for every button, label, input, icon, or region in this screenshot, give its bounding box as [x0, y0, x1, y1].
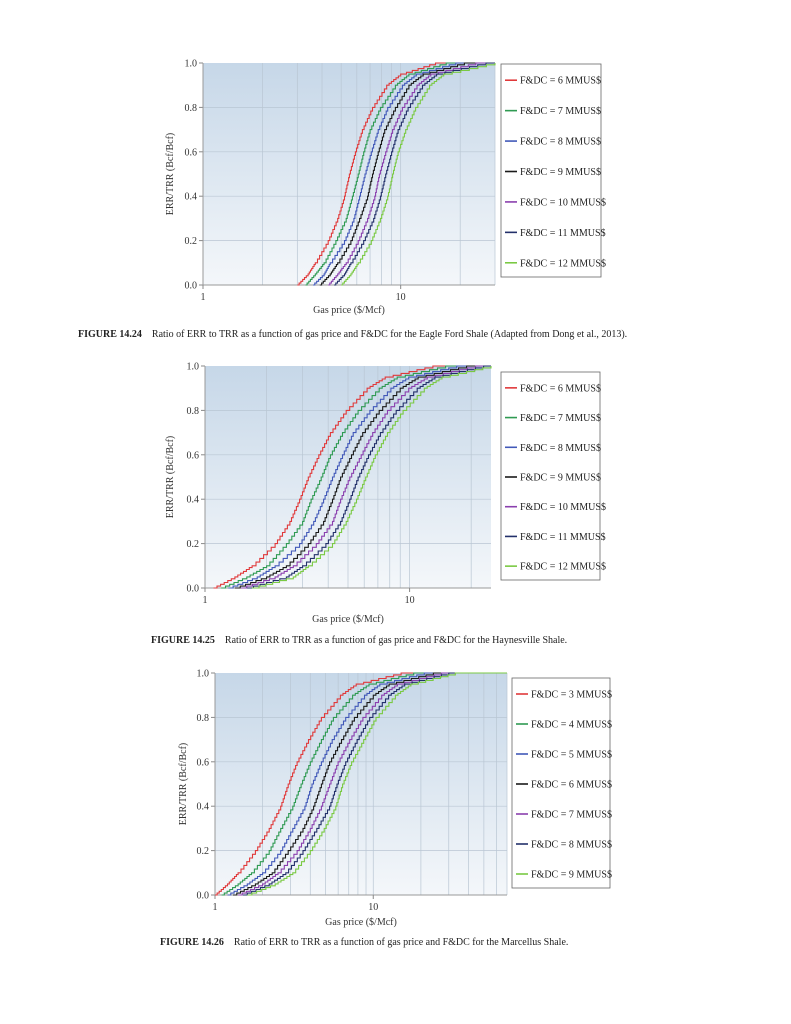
legend-label: F&DC = 6 MMUS$ [531, 780, 612, 791]
legend-box [511, 677, 611, 889]
series-line-3 [319, 62, 495, 286]
series-line-4 [328, 62, 495, 286]
y-tick-label: 1.0 [197, 669, 210, 680]
chart-haynesville: 0.0 0.2 0.4 0.6 0.8 1.0 1 10 Gas price ($/Mcf) ER… [165, 362, 606, 626]
caption-text: Ratio of ERR to TRR as a function of gas… [233, 937, 569, 948]
series-line-3 [234, 365, 491, 589]
series-line-1 [305, 62, 495, 286]
legend-label: F&DC = 11 MMUS$ [520, 228, 606, 239]
legend-label: F&DC = 7 MMUS$ [531, 810, 612, 821]
series-line-6 [341, 63, 496, 286]
y-tick-label: 0.6 [185, 147, 198, 158]
legend-label: F&DC = 7 MMUS$ [520, 106, 601, 117]
y-tick-label: 0.4 [185, 192, 198, 203]
y-tick-label: 0.2 [185, 236, 198, 247]
series-line-0 [213, 365, 491, 589]
y-tick-label: 1.0 [185, 59, 198, 70]
y-tick-label: 0.4 [197, 802, 210, 813]
figure-label: FIGURE 14.25 [151, 635, 215, 646]
series-line-1 [221, 365, 491, 589]
figure-caption-14-24: FIGURE 14.24 Ratio of ERR to TRR as a fun… [78, 329, 627, 340]
x-tick-label: 1 [201, 292, 206, 303]
series-line-6 [247, 672, 507, 896]
legend-box [500, 371, 601, 581]
y-tick-label: 0.0 [197, 891, 210, 902]
legend-label: F&DC = 8 MMUS$ [531, 840, 612, 851]
series-line-5 [334, 62, 495, 286]
legend-label: F&DC = 7 MMUS$ [520, 413, 601, 424]
y-tick-label: 0.4 [187, 495, 200, 506]
y-tick-label: 0.8 [197, 713, 210, 724]
legend-label: F&DC = 6 MMUS$ [520, 76, 601, 87]
x-tick-label: 1 [213, 902, 218, 913]
series-line-4 [238, 672, 507, 896]
x-axis-label: Gas price ($/Mcf) [325, 917, 397, 928]
chart-eagle-ford: 0.0 0.2 0.4 0.6 0.8 1.0 1 10 Gas price ($/Mcf) ER… [165, 59, 606, 317]
series-line-3 [233, 672, 507, 896]
y-tick-label: 0.0 [187, 584, 200, 595]
series-line-5 [246, 365, 491, 589]
y-tick-label: 0.8 [187, 406, 200, 417]
y-tick-label: 1.0 [187, 362, 200, 373]
x-axis-label: Gas price ($/Mcf) [313, 305, 385, 316]
series-line-4 [241, 365, 491, 589]
x-axis-label: Gas price ($/Mcf) [312, 614, 384, 625]
x-tick-label: 1 [203, 595, 208, 606]
figure-caption-14-26: FIGURE 14.26 Ratio of ERR to TRR as a fun… [160, 937, 568, 948]
legend-label: F&DC = 8 MMUS$ [520, 137, 601, 148]
x-tick-label: 10 [368, 902, 378, 913]
plot-area [215, 673, 507, 895]
series-line-2 [313, 62, 495, 286]
y-axis-label: ERR/TRR (Bcf/Bcf) [178, 743, 189, 826]
y-tick-label: 0.2 [197, 846, 210, 857]
figure-label: FIGURE 14.26 [160, 937, 224, 948]
y-tick-label: 0.6 [197, 757, 210, 768]
legend-label: F&DC = 9 MMUS$ [520, 473, 601, 484]
series-line-1 [221, 672, 507, 896]
figure-label: FIGURE 14.24 [78, 329, 142, 340]
y-tick-label: 0.6 [187, 450, 200, 461]
caption-text: Ratio of ERR to TRR as a function of gas… [151, 329, 628, 340]
figure-caption-14-25: FIGURE 14.25 Ratio of ERR to TRR as a fun… [151, 635, 567, 646]
y-axis-label: ERR/TRR (Bcf/Bcf) [165, 133, 176, 216]
series-line-2 [227, 672, 507, 896]
y-tick-label: 0.0 [185, 281, 198, 292]
legend-box [500, 63, 602, 278]
legend-label: F&DC = 6 MMUS$ [520, 383, 601, 394]
legend-label: F&DC = 8 MMUS$ [520, 443, 601, 454]
y-tick-label: 0.2 [187, 539, 200, 550]
caption-text: Ratio of ERR to TRR as a function of gas… [224, 635, 568, 646]
legend-label: F&DC = 12 MMUS$ [520, 562, 606, 573]
chart-marcellus: 0.0 0.2 0.4 0.6 0.8 1.0 1 10 Gas price ($/Mcf) ER… [178, 669, 612, 929]
legend-label: F&DC = 9 MMUS$ [520, 167, 601, 178]
legend-label: F&DC = 11 MMUS$ [520, 532, 606, 543]
legend-label: F&DC = 10 MMUS$ [520, 502, 606, 513]
y-tick-label: 0.8 [185, 103, 198, 114]
series-line-6 [252, 366, 492, 589]
series-line-5 [242, 672, 507, 896]
legend-label: F&DC = 10 MMUS$ [520, 197, 606, 208]
legend-label: F&DC = 9 MMUS$ [531, 870, 612, 881]
legend-label: F&DC = 3 MMUS$ [531, 690, 612, 701]
legend-label: F&DC = 4 MMUS$ [531, 720, 612, 731]
legend-label: F&DC = 5 MMUS$ [531, 750, 612, 761]
legend-label: F&DC = 12 MMUS$ [520, 258, 606, 269]
series-line-0 [215, 672, 507, 896]
series-line-2 [228, 365, 491, 589]
x-tick-label: 10 [396, 292, 406, 303]
x-tick-label: 10 [405, 595, 415, 606]
y-axis-label: ERR/TRR (Bcf/Bcf) [165, 436, 176, 519]
series-line-0 [297, 62, 495, 286]
